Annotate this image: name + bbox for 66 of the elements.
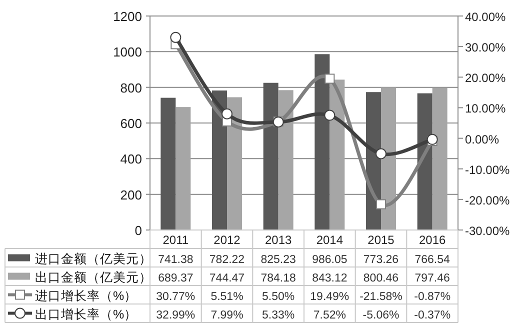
bar: [314, 54, 330, 230]
y2-tick-label: 0.00%: [465, 132, 500, 146]
y2-tick-label: 20.00%: [465, 71, 506, 86]
data-label: 986.05: [312, 254, 348, 266]
data-label: 5.50%: [262, 290, 295, 303]
y-tick-label: 800: [120, 80, 142, 96]
data-label: 825.23: [260, 254, 296, 266]
y2-tick-label: -20.00%: [465, 193, 510, 208]
data-label: 19.49%: [310, 290, 350, 303]
data-label: 741.38: [158, 254, 194, 266]
bar: [160, 98, 176, 230]
y2-tick-label: -10.00%: [465, 162, 510, 177]
legend-label: 出口增长率（%）: [35, 306, 138, 322]
bar: [417, 93, 432, 230]
x-tick-label: 2012: [214, 233, 241, 247]
data-label: 784.18: [260, 272, 296, 284]
legend-label: 进口增长率（%）: [35, 288, 138, 303]
point: [170, 32, 182, 43]
data-label: 782.22: [209, 254, 245, 266]
y-tick-label: 1200: [113, 9, 142, 24]
data-label: 32.99%: [156, 309, 196, 322]
x-tick-label: 2011: [162, 233, 189, 247]
bar: [263, 82, 278, 230]
point: [324, 74, 335, 84]
data-label: 7.52%: [313, 309, 346, 322]
bar: [212, 90, 227, 230]
legend-label: 进口金额（亿美元）: [35, 250, 152, 266]
data-label: -0.37%: [414, 309, 451, 322]
point: [376, 148, 386, 160]
data-label: 766.54: [414, 254, 451, 266]
data-label: -5.06%: [362, 309, 400, 322]
data-label: 800.46: [363, 272, 399, 284]
bar: [432, 88, 448, 230]
legend-label: 出口金额（亿美元）: [35, 269, 152, 284]
data-label: 773.26: [363, 254, 399, 266]
point: [222, 108, 232, 120]
y-tick-label: 0: [134, 223, 142, 238]
y2-tick-label: 40.00%: [465, 10, 506, 24]
data-label: 30.77%: [156, 290, 196, 303]
data-label: 5.51%: [210, 290, 244, 303]
data-label: 5.33%: [262, 309, 295, 322]
data-label: 843.12: [312, 272, 348, 284]
data-label: -21.58%: [360, 290, 402, 303]
data-label: 797.46: [414, 272, 450, 284]
bar: [330, 80, 345, 230]
y-tick-label: 400: [120, 152, 142, 167]
x-tick-label: 2014: [316, 233, 344, 247]
bar: [227, 97, 242, 230]
bar: [176, 107, 191, 230]
point: [324, 110, 336, 121]
y-tick-label: 200: [120, 187, 142, 202]
bar: [278, 90, 294, 230]
point: [376, 199, 386, 210]
y2-tick-label: -30.00%: [465, 224, 510, 238]
y2-tick-label: 10.00%: [465, 102, 506, 116]
x-tick-label: 2013: [264, 233, 292, 247]
y-tick-label: 600: [120, 116, 142, 131]
x-tick-label: 2016: [418, 233, 446, 247]
data-label: 7.99%: [210, 309, 244, 322]
y-tick-label: 1000: [113, 44, 142, 60]
bar: [381, 87, 396, 230]
y2-tick-label: 30.00%: [465, 40, 506, 55]
data-label: 689.37: [158, 272, 194, 284]
x-tick-label: 2015: [368, 233, 395, 247]
data-label: 744.47: [209, 272, 245, 284]
data-label: -0.87%: [414, 290, 451, 303]
